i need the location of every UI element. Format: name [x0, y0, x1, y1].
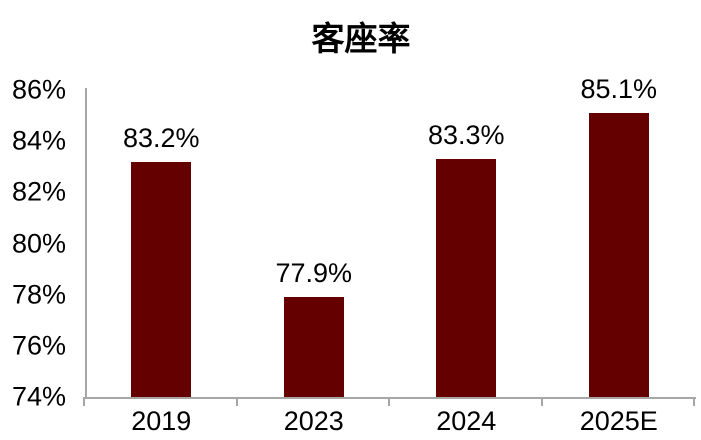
y-tick-label: 74%: [11, 381, 66, 412]
x-tick: [540, 399, 543, 406]
y-tick-label: 82%: [11, 176, 66, 207]
y-tick-label: 84%: [11, 125, 66, 156]
bar: [283, 297, 344, 397]
bar: [588, 113, 649, 397]
x-tick-label: 2024: [436, 406, 497, 436]
bar-value-label: 85.1%: [580, 74, 658, 105]
bar-value-label: 83.2%: [122, 122, 200, 153]
x-tick-label: 2023: [283, 406, 344, 436]
x-tick-label: 2019: [131, 406, 192, 436]
y-axis-line: [85, 88, 87, 399]
y-tick-label: 78%: [11, 279, 66, 310]
x-tick: [388, 399, 390, 406]
x-tick: [693, 399, 695, 406]
x-tick: [83, 399, 85, 406]
chart-title: 客座率: [311, 20, 411, 57]
x-tick-label: 2025E: [579, 406, 658, 436]
bar-value-label: 83.3%: [427, 120, 505, 151]
y-tick-label: 76%: [11, 330, 66, 361]
bar: [436, 159, 497, 397]
y-tick-label: 80%: [11, 228, 66, 258]
x-axis-line: [83, 397, 696, 399]
bar: [131, 161, 192, 397]
x-tick: [235, 399, 238, 406]
bar-value-label: 77.9%: [275, 258, 353, 289]
y-tick-label: 86%: [11, 74, 66, 105]
